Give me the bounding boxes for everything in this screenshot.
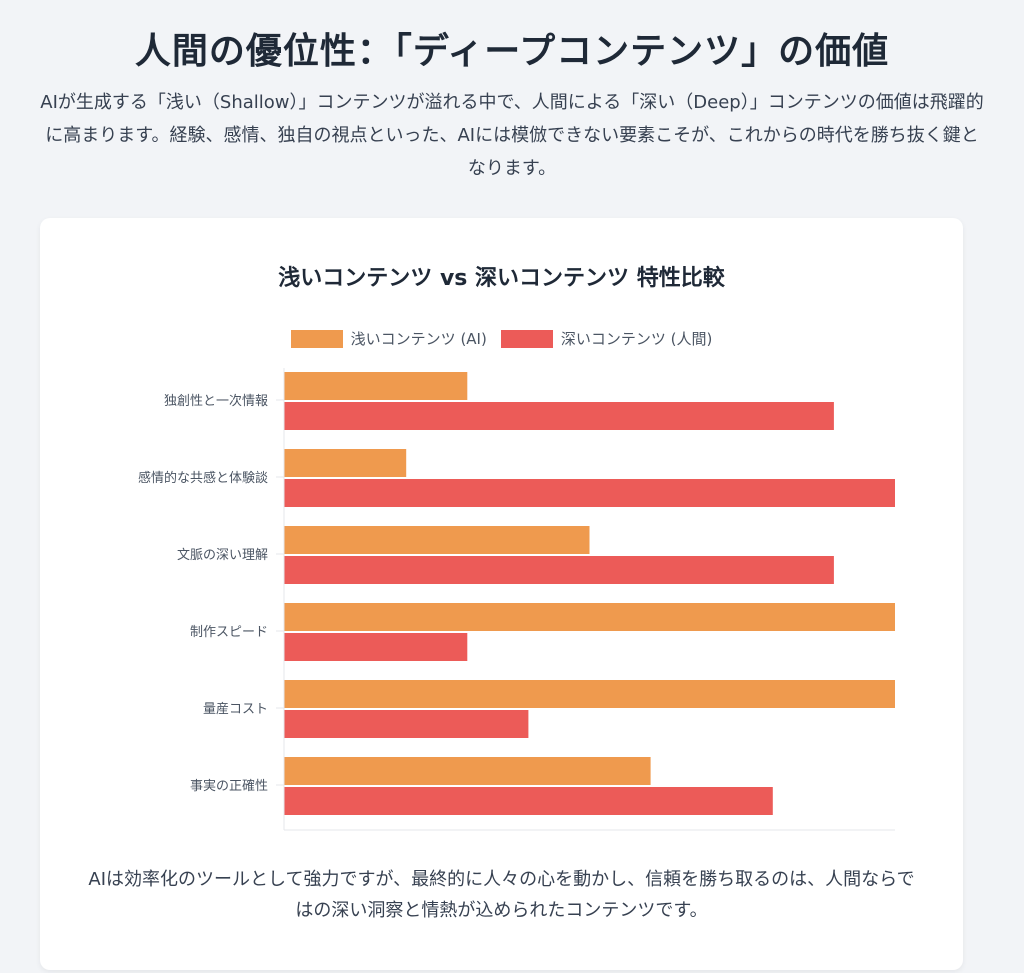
legend-swatch-shallow <box>290 329 343 348</box>
bar-shallow-0[interactable] <box>284 372 468 400</box>
bar-deep-3[interactable] <box>284 633 468 661</box>
legend-item-deep[interactable]: 深いコンテンツ (人間) <box>500 328 713 349</box>
bar-shallow-1[interactable] <box>284 449 407 477</box>
page-title: 人間の優位性：「ディープコンテンツ」の価値 <box>134 31 890 72</box>
legend-item-shallow[interactable]: 浅いコンテンツ (AI) <box>290 328 487 349</box>
bar-deep-2[interactable] <box>284 556 834 584</box>
category-label-2: 文脈の深い理解 <box>177 548 268 563</box>
bar-deep-1[interactable] <box>284 479 895 507</box>
chart-title: 浅いコンテンツ vs 深いコンテンツ 特性比較 <box>278 266 725 291</box>
category-label-4: 量産コスト <box>203 701 268 717</box>
bar-shallow-4[interactable] <box>284 680 895 708</box>
intro-paragraph: AIが生成する「浅い（Shallow）」コンテンツが溢れる中で、人間による「深い… <box>40 92 984 179</box>
takeaway-text: AIは効率化のツールとして強力ですが、最終的に人々の心を動かし、信頼を勝ち取るの… <box>88 869 915 921</box>
category-label-1: 感情的な共感と体験談 <box>138 470 268 486</box>
category-label-3: 制作スピード <box>190 625 268 640</box>
bar-deep-0[interactable] <box>284 402 834 430</box>
category-label-0: 独創性と一次情報 <box>164 393 268 409</box>
legend-label-shallow: 浅いコンテンツ (AI) <box>350 330 487 348</box>
chart-card: 浅いコンテンツ vs 深いコンテンツ 特性比較 浅いコンテンツ (AI) 深いコ… <box>40 218 963 970</box>
bar-deep-4[interactable] <box>284 710 529 738</box>
bar-shallow-3[interactable] <box>284 603 895 631</box>
bar-shallow-5[interactable] <box>284 757 651 785</box>
legend-label-deep: 深いコンテンツ (人間) <box>560 330 713 348</box>
legend-swatch-deep <box>500 329 553 348</box>
bar-shallow-2[interactable] <box>284 526 590 554</box>
chart-legend: 浅いコンテンツ (AI) 深いコンテンツ (人間) <box>40 328 963 349</box>
category-label-5: 事実の正確性 <box>190 778 268 794</box>
bar-chart: 独創性と一次情報感情的な共感と体験談文脈の深い理解制作スピード量産コスト事実の正… <box>138 368 895 831</box>
bar-deep-5[interactable] <box>284 787 773 815</box>
